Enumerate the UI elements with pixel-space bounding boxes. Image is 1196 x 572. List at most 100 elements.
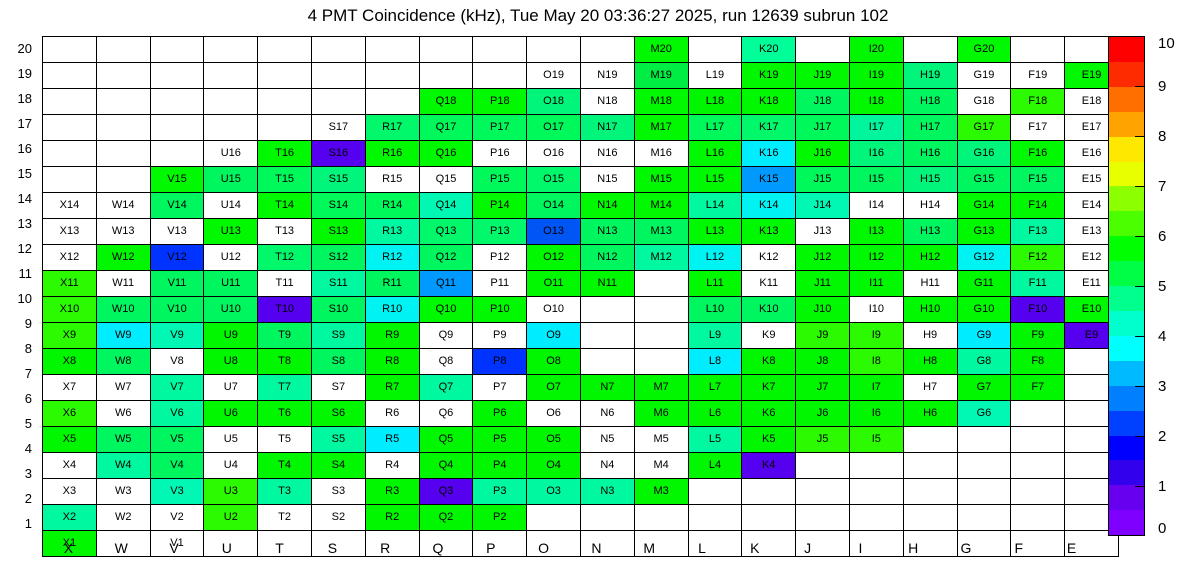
heatmap-cell-I12[interactable]: I12: [848, 244, 904, 271]
heatmap-cell-Q8[interactable]: Q8: [418, 348, 474, 375]
heatmap-cell-I15[interactable]: I15: [848, 166, 904, 193]
heatmap-cell-V12[interactable]: V12: [149, 244, 205, 271]
heatmap-cell-L18[interactable]: L18: [687, 88, 743, 115]
heatmap-cell-P7[interactable]: P7: [472, 374, 528, 401]
heatmap-cell-U2[interactable]: U2: [203, 504, 259, 531]
heatmap-cell-W13[interactable]: W13: [95, 218, 151, 245]
heatmap-cell-W5[interactable]: W5: [95, 426, 151, 453]
heatmap-cell-T6[interactable]: T6: [257, 400, 312, 427]
heatmap-cell-N15[interactable]: N15: [579, 166, 635, 193]
heatmap-cell-Q14[interactable]: Q14: [418, 192, 474, 219]
heatmap-cell-Q6[interactable]: Q6: [418, 400, 474, 427]
heatmap-cell-V5[interactable]: V5: [149, 426, 205, 453]
heatmap-cell-G12[interactable]: G12: [956, 244, 1012, 271]
heatmap-cell-H8[interactable]: H8: [902, 348, 958, 375]
heatmap-cell-X14[interactable]: X14: [42, 192, 97, 219]
heatmap-cell-M15[interactable]: M15: [633, 166, 689, 193]
heatmap-cell-K17[interactable]: K17: [741, 114, 797, 141]
heatmap-cell-R16[interactable]: R16: [364, 140, 420, 167]
heatmap-cell-K15[interactable]: K15: [741, 166, 797, 193]
heatmap-cell-I18[interactable]: I18: [848, 88, 904, 115]
heatmap-cell-J15[interactable]: J15: [795, 166, 850, 193]
heatmap-cell-P18[interactable]: P18: [472, 88, 528, 115]
heatmap-cell-U12[interactable]: U12: [203, 244, 259, 271]
heatmap-cell-H18[interactable]: H18: [902, 88, 958, 115]
heatmap-cell-L5[interactable]: L5: [687, 426, 743, 453]
heatmap-cell-T9[interactable]: T9: [257, 322, 312, 349]
heatmap-cell-N6[interactable]: N6: [579, 400, 635, 427]
heatmap-cell-O8[interactable]: O8: [526, 348, 581, 375]
heatmap-cell-K13[interactable]: K13: [741, 218, 797, 245]
heatmap-cell-H6[interactable]: H6: [902, 400, 958, 427]
heatmap-cell-F12[interactable]: F12: [1010, 244, 1066, 271]
heatmap-cell-S12[interactable]: S12: [310, 244, 366, 271]
heatmap-cell-J5[interactable]: J5: [795, 426, 850, 453]
heatmap-cell-K11[interactable]: K11: [741, 270, 797, 297]
heatmap-cell-F13[interactable]: F13: [1010, 218, 1066, 245]
heatmap-cell-T13[interactable]: T13: [257, 218, 312, 245]
heatmap-cell-V11[interactable]: V11: [149, 270, 205, 297]
heatmap-cell-R6[interactable]: R6: [364, 400, 420, 427]
heatmap-cell-U15[interactable]: U15: [203, 166, 259, 193]
heatmap-cell-P5[interactable]: P5: [472, 426, 528, 453]
heatmap-cell-W7[interactable]: W7: [95, 374, 151, 401]
heatmap-cell-G15[interactable]: G15: [956, 166, 1012, 193]
heatmap-cell-W6[interactable]: W6: [95, 400, 151, 427]
heatmap-cell-L17[interactable]: L17: [687, 114, 743, 141]
heatmap-cell-S10[interactable]: S10: [310, 296, 366, 323]
heatmap-cell-U9[interactable]: U9: [203, 322, 259, 349]
heatmap-cell-U7[interactable]: U7: [203, 374, 259, 401]
heatmap-cell-O7[interactable]: O7: [526, 374, 581, 401]
heatmap-cell-R11[interactable]: R11: [364, 270, 420, 297]
heatmap-cell-F15[interactable]: F15: [1010, 166, 1066, 193]
heatmap-cell-V4[interactable]: V4: [149, 452, 205, 479]
heatmap-cell-V7[interactable]: V7: [149, 374, 205, 401]
heatmap-cell-T15[interactable]: T15: [257, 166, 312, 193]
heatmap-cell-G9[interactable]: G9: [956, 322, 1012, 349]
heatmap-cell-G14[interactable]: G14: [956, 192, 1012, 219]
heatmap-cell-M18[interactable]: M18: [633, 88, 689, 115]
heatmap-cell-N18[interactable]: N18: [579, 88, 635, 115]
heatmap-cell-P13[interactable]: P13: [472, 218, 528, 245]
heatmap-cell-O12[interactable]: O12: [526, 244, 581, 271]
heatmap-cell-M16[interactable]: M16: [633, 140, 689, 167]
heatmap-cell-I6[interactable]: I6: [848, 400, 904, 427]
heatmap-cell-X7[interactable]: X7: [42, 374, 97, 401]
heatmap-cell-O19[interactable]: O19: [526, 62, 581, 89]
heatmap-cell-S5[interactable]: S5: [310, 426, 366, 453]
heatmap-cell-I5[interactable]: I5: [848, 426, 904, 453]
heatmap-cell-L9[interactable]: L9: [687, 322, 743, 349]
heatmap-cell-N13[interactable]: N13: [579, 218, 635, 245]
heatmap-cell-K16[interactable]: K16: [741, 140, 797, 167]
heatmap-cell-O17[interactable]: O17: [526, 114, 581, 141]
heatmap-cell-M7[interactable]: M7: [633, 374, 689, 401]
heatmap-cell-I16[interactable]: I16: [848, 140, 904, 167]
heatmap-cell-M12[interactable]: M12: [633, 244, 689, 271]
heatmap-cell-T2[interactable]: T2: [257, 504, 312, 531]
heatmap-cell-J14[interactable]: J14: [795, 192, 850, 219]
heatmap-cell-L11[interactable]: L11: [687, 270, 743, 297]
heatmap-cell-X3[interactable]: X3: [42, 478, 97, 505]
heatmap-cell-R13[interactable]: R13: [364, 218, 420, 245]
heatmap-cell-H15[interactable]: H15: [902, 166, 958, 193]
heatmap-cell-S8[interactable]: S8: [310, 348, 366, 375]
heatmap-cell-O16[interactable]: O16: [526, 140, 581, 167]
heatmap-cell-P8[interactable]: P8: [472, 348, 528, 375]
heatmap-cell-O3[interactable]: O3: [526, 478, 581, 505]
heatmap-cell-S17[interactable]: S17: [310, 114, 366, 141]
heatmap-cell-S6[interactable]: S6: [310, 400, 366, 427]
heatmap-cell-U16[interactable]: U16: [203, 140, 259, 167]
heatmap-cell-X11[interactable]: X11: [42, 270, 97, 297]
heatmap-cell-G6[interactable]: G6: [956, 400, 1012, 427]
heatmap-cell-K10[interactable]: K10: [741, 296, 797, 323]
heatmap-cell-L10[interactable]: L10: [687, 296, 743, 323]
heatmap-cell-K8[interactable]: K8: [741, 348, 797, 375]
heatmap-cell-T4[interactable]: T4: [257, 452, 312, 479]
heatmap-cell-T3[interactable]: T3: [257, 478, 312, 505]
heatmap-cell-K6[interactable]: K6: [741, 400, 797, 427]
heatmap-cell-V9[interactable]: V9: [149, 322, 205, 349]
heatmap-cell-T12[interactable]: T12: [257, 244, 312, 271]
heatmap-cell-H12[interactable]: H12: [902, 244, 958, 271]
heatmap-cell-O14[interactable]: O14: [526, 192, 581, 219]
heatmap-cell-Q9[interactable]: Q9: [418, 322, 474, 349]
